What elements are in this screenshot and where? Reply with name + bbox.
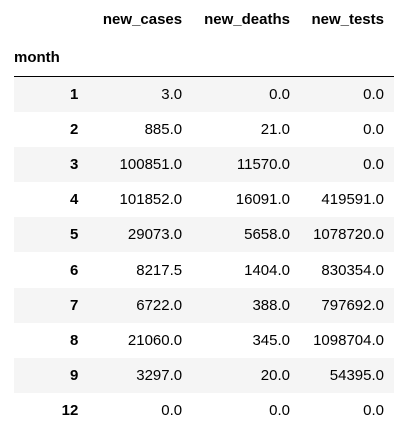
cell-new-cases: 100851.0 (119, 155, 183, 173)
dataframe-table: new_cases new_deaths new_tests month 1 3… (14, 0, 394, 429)
row-index: 9 (70, 367, 79, 385)
table-row: 8 21060.0 345.0 1098704.0 (14, 322, 394, 358)
table-row: 3 100851.0 11570.0 0.0 (14, 146, 394, 183)
cell-new-deaths: 21.0 (260, 120, 290, 138)
cell-new-deaths: 16091.0 (235, 191, 290, 209)
cell-new-deaths: 20.0 (260, 367, 290, 385)
row-index: 4 (70, 191, 79, 209)
table-body: 1 3.0 0.0 0.0 2 885.0 21.0 0.0 3 100851.… (14, 76, 394, 429)
column-header-new-tests: new_tests (311, 10, 384, 28)
cell-new-deaths: 388.0 (252, 296, 290, 314)
cell-new-cases: 0.0 (161, 402, 183, 420)
cell-new-deaths: 1404.0 (244, 261, 290, 279)
cell-new-cases: 101852.0 (119, 191, 183, 209)
row-index: 7 (70, 296, 79, 314)
cell-new-cases: 3.0 (161, 85, 183, 103)
table-row: 12 0.0 0.0 0.0 (14, 393, 394, 429)
cell-new-tests: 830354.0 (321, 261, 384, 279)
cell-new-deaths: 345.0 (252, 331, 290, 349)
cell-new-tests: 1098704.0 (313, 331, 384, 349)
cell-new-tests: 0.0 (363, 85, 384, 103)
cell-new-tests: 0.0 (363, 402, 384, 420)
cell-new-deaths: 5658.0 (244, 226, 290, 244)
table-header: new_cases new_deaths new_tests month (14, 0, 394, 77)
cell-new-cases: 21060.0 (127, 331, 183, 349)
column-header-row: new_cases new_deaths new_tests (14, 0, 394, 38)
header-blank-cell (14, 0, 90, 38)
cell-new-cases: 8217.5 (136, 261, 183, 279)
header-blank-cell (300, 38, 394, 77)
index-name-label: month (14, 38, 91, 77)
row-index: 2 (70, 120, 79, 138)
row-index: 8 (70, 331, 79, 349)
cell-new-tests: 797692.0 (321, 296, 384, 314)
cell-new-tests: 419591.0 (321, 191, 384, 209)
cell-new-tests: 54395.0 (329, 367, 384, 385)
row-index: 12 (61, 402, 79, 420)
table-row: 5 29073.0 5658.0 1078720.0 (14, 217, 394, 253)
cell-new-deaths: 0.0 (269, 85, 290, 103)
table-row: 6 8217.5 1404.0 830354.0 (14, 252, 394, 288)
table-row: 4 101852.0 16091.0 419591.0 (14, 182, 394, 218)
cell-new-tests: 0.0 (363, 120, 384, 138)
table-row: 9 3297.0 20.0 54395.0 (14, 358, 394, 394)
column-header-new-deaths: new_deaths (204, 10, 290, 28)
column-header-new-cases: new_cases (102, 10, 183, 28)
row-index: 6 (70, 261, 79, 279)
cell-new-tests: 0.0 (363, 155, 384, 173)
cell-new-cases: 3297.0 (136, 367, 183, 385)
table-row: 2 885.0 21.0 0.0 (14, 111, 394, 147)
row-index: 3 (70, 155, 79, 173)
index-name-row: month (14, 38, 394, 77)
table-row: 7 6722.0 388.0 797692.0 (14, 287, 394, 323)
row-index: 5 (70, 226, 79, 244)
row-index: 1 (70, 85, 79, 103)
cell-new-deaths: 11570.0 (236, 155, 290, 173)
cell-new-cases: 29073.0 (127, 226, 183, 244)
cell-new-deaths: 0.0 (269, 402, 290, 420)
table-row: 1 3.0 0.0 0.0 (14, 76, 394, 112)
header-blank-cell (192, 38, 300, 77)
cell-new-cases: 6722.0 (136, 296, 183, 314)
cell-new-tests: 1078720.0 (313, 226, 384, 244)
cell-new-cases: 885.0 (144, 120, 183, 138)
header-blank-cell (90, 38, 193, 77)
